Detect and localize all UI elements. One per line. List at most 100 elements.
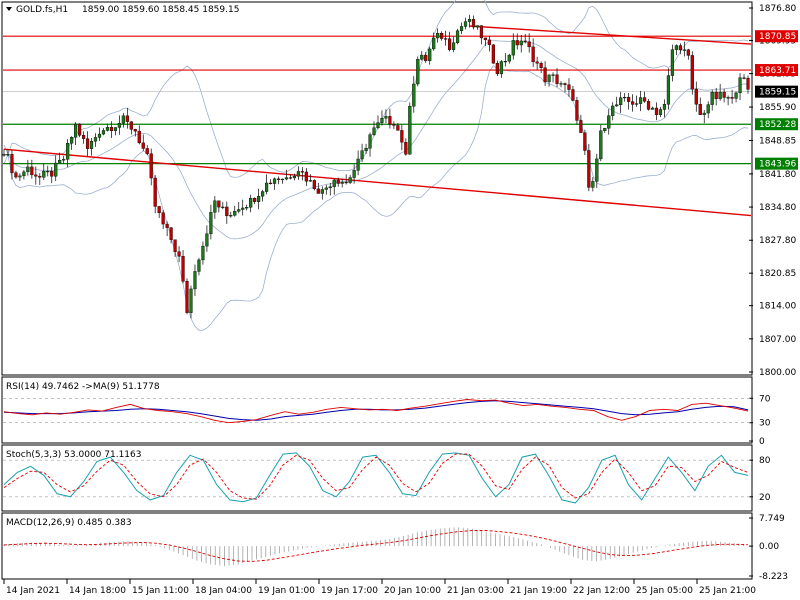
candle-body bbox=[714, 91, 718, 99]
candle-body bbox=[249, 197, 253, 208]
candle-body bbox=[153, 177, 157, 207]
candle-body bbox=[571, 89, 575, 101]
support-level-tag bbox=[755, 157, 798, 170]
candle-body bbox=[46, 170, 50, 173]
candle-body bbox=[296, 171, 301, 177]
rsi-line bbox=[3, 399, 749, 424]
support-level-label: 1852.28 bbox=[759, 120, 796, 130]
candle-body bbox=[634, 103, 639, 105]
candle-body bbox=[109, 126, 114, 131]
trendline bbox=[3, 148, 752, 217]
candle-body bbox=[686, 49, 690, 56]
macd-signal-line bbox=[3, 530, 749, 562]
candle-body bbox=[253, 197, 257, 202]
candle-body bbox=[368, 134, 372, 149]
candle-body bbox=[539, 63, 543, 68]
candle-body bbox=[543, 67, 547, 83]
candle-body bbox=[62, 159, 66, 161]
candle-body bbox=[455, 30, 460, 43]
candle-body bbox=[38, 176, 42, 178]
candle-body bbox=[491, 44, 495, 64]
candle-body bbox=[531, 46, 535, 63]
candle-body bbox=[479, 25, 484, 39]
candle-body bbox=[268, 182, 273, 184]
candle-body bbox=[591, 181, 595, 188]
time-tick-label: 21 Jan 03:00 bbox=[447, 586, 504, 596]
candle-body bbox=[105, 126, 110, 131]
candle-body bbox=[388, 116, 392, 125]
candle-body bbox=[66, 143, 70, 160]
main-chart: 1876.801869.951862.951855.901848.851841.… bbox=[2, 0, 798, 378]
candle-body bbox=[734, 92, 738, 99]
time-tick-label: 25 Jan 21:00 bbox=[699, 586, 756, 596]
candle-body bbox=[567, 84, 571, 90]
stoch-k-line bbox=[3, 452, 749, 504]
candle-body bbox=[646, 101, 651, 110]
bollinger-upper-band bbox=[3, 0, 749, 178]
candle-body bbox=[77, 123, 82, 136]
candle-body bbox=[718, 91, 722, 99]
candle-body bbox=[292, 176, 297, 179]
candle-body bbox=[26, 166, 30, 173]
candle-body bbox=[463, 21, 468, 27]
candle-body bbox=[471, 19, 476, 28]
candle-body bbox=[424, 54, 428, 62]
candle-body bbox=[141, 142, 145, 149]
candle-body bbox=[360, 150, 364, 160]
support-level-label: 1843.96 bbox=[759, 160, 796, 170]
price-tick-label: 1834.80 bbox=[759, 203, 796, 213]
candle-body bbox=[169, 227, 173, 240]
candle-body bbox=[193, 271, 197, 290]
candle-body bbox=[217, 200, 221, 208]
rsi-tick-label: 70 bbox=[759, 394, 771, 404]
candle-body bbox=[113, 127, 118, 131]
candle-body bbox=[93, 137, 98, 142]
candle-body bbox=[527, 41, 531, 48]
candle-body bbox=[229, 215, 233, 217]
price-tick-label: 1827.80 bbox=[759, 236, 796, 246]
ohlc-readout: 1859.00 1859.60 1858.45 1859.15 bbox=[82, 5, 239, 15]
candle-body bbox=[436, 33, 440, 39]
candle-body bbox=[209, 212, 213, 235]
candle-body bbox=[428, 48, 432, 62]
candle-body bbox=[30, 166, 34, 176]
symbol-dropdown-icon[interactable] bbox=[6, 7, 12, 11]
candle-body bbox=[101, 130, 106, 135]
time-tick-label: 22 Jan 12:00 bbox=[573, 586, 630, 596]
candle-body bbox=[197, 259, 201, 272]
candle-body bbox=[50, 170, 54, 177]
time-tick-label: 20 Jan 10:00 bbox=[384, 586, 441, 596]
candle-body bbox=[181, 256, 185, 282]
candle-body bbox=[189, 288, 193, 313]
candle-body bbox=[89, 141, 94, 149]
macd-panel-frame bbox=[1, 512, 753, 580]
candle-body bbox=[348, 177, 352, 183]
candle-body bbox=[245, 207, 249, 209]
candle-body bbox=[81, 135, 86, 139]
candle-body bbox=[157, 206, 161, 213]
candle-body bbox=[408, 106, 412, 155]
candle-body bbox=[726, 97, 730, 99]
candle-body bbox=[583, 132, 587, 151]
candle-body bbox=[352, 170, 356, 178]
candle-body bbox=[654, 107, 659, 115]
candle-body bbox=[97, 133, 102, 138]
candle-body bbox=[340, 181, 344, 184]
candle-body bbox=[133, 129, 137, 132]
macd-tick-label: 0.00 bbox=[759, 542, 779, 552]
symbol-label[interactable]: GOLD.fs,H1 bbox=[16, 5, 68, 15]
candle-body bbox=[332, 179, 336, 187]
candle-body bbox=[678, 45, 682, 51]
candle-body bbox=[535, 61, 539, 64]
time-tick-label: 14 Jan 18:00 bbox=[69, 586, 126, 596]
candle-body bbox=[376, 122, 380, 129]
candle-body bbox=[595, 158, 599, 182]
candle-body bbox=[495, 63, 499, 75]
candle-body bbox=[364, 148, 368, 151]
macd-title: MACD(12,26,9) 0.485 0.383 bbox=[6, 518, 132, 528]
time-tick-label: 19 Jan 17:00 bbox=[321, 586, 378, 596]
candle-body bbox=[225, 206, 229, 217]
candle-body bbox=[475, 25, 480, 28]
stoch-tick-label: 20 bbox=[759, 493, 771, 503]
